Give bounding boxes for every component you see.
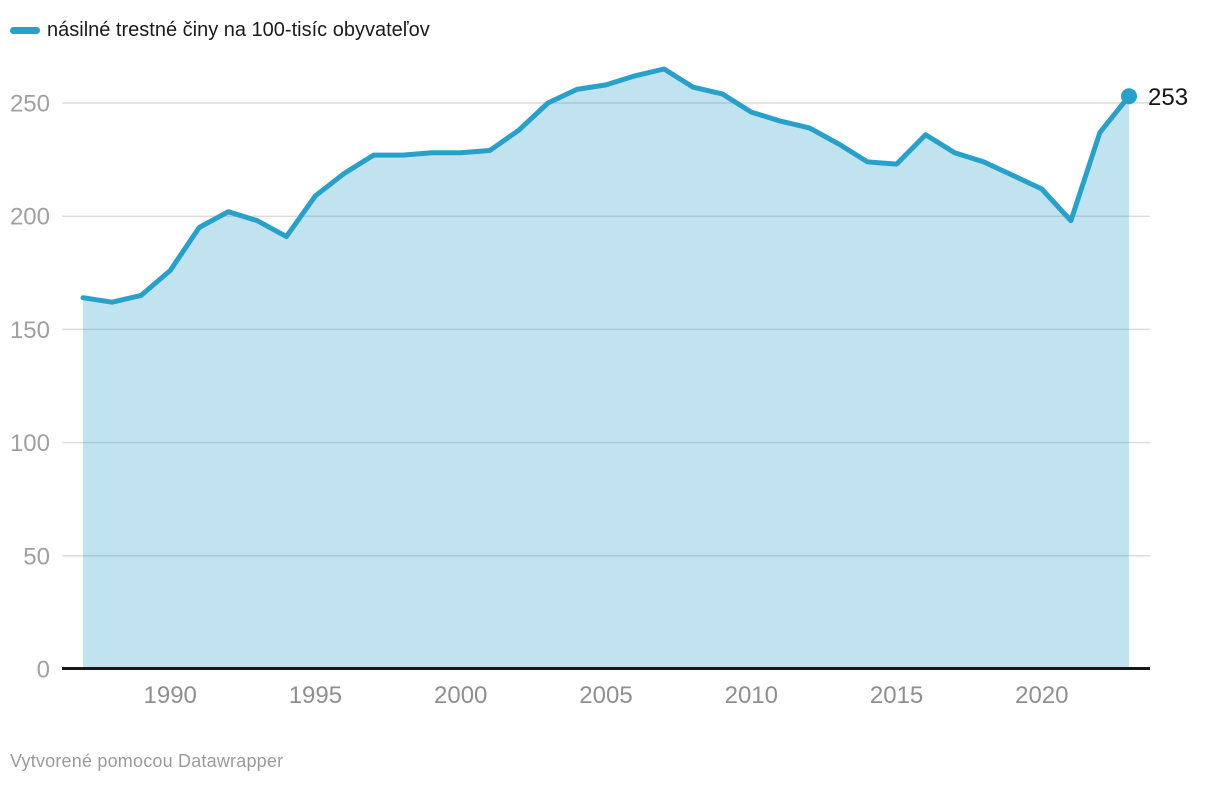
y-axis-tick-label: 0 (37, 657, 50, 684)
data-line (80, 66, 1132, 305)
area-fill (83, 69, 1129, 669)
y-axis-tick-label: 250 (10, 91, 50, 118)
y-axis-tick-label: 200 (10, 204, 50, 231)
y-axis-tick-label: 50 (23, 543, 50, 570)
legend-label: násilné trestné činy na 100-tisíc obyvat… (47, 19, 430, 41)
end-value-label: 253 (1148, 84, 1189, 111)
area-chart-canvas: 0 50 100 150 200 250 1990 1995 2000 2005 2010 2015 2… (10, 66, 1150, 709)
x-axis-tick-label: 2010 (725, 682, 778, 709)
end-point-marker (1121, 88, 1137, 105)
y-axis-tick-label: 100 (10, 430, 50, 457)
chart-legend: násilné trestné činy na 100-tisíc obyvat… (10, 17, 430, 43)
x-axis-tick-label: 1990 (144, 682, 197, 709)
x-axis-tick-label: 1995 (289, 682, 342, 709)
x-axis-tick-label: 2020 (1015, 682, 1068, 709)
x-axis-tick-label: 2005 (579, 682, 632, 709)
y-axis-tick-label: 150 (10, 317, 50, 344)
x-axis-tick-label: 2000 (434, 682, 487, 709)
x-axis-tick-label: 2015 (870, 682, 923, 709)
datawrapper-credit: Vytvorené pomocou Datawrapper (10, 751, 284, 771)
legend-line-swatch (10, 26, 40, 34)
